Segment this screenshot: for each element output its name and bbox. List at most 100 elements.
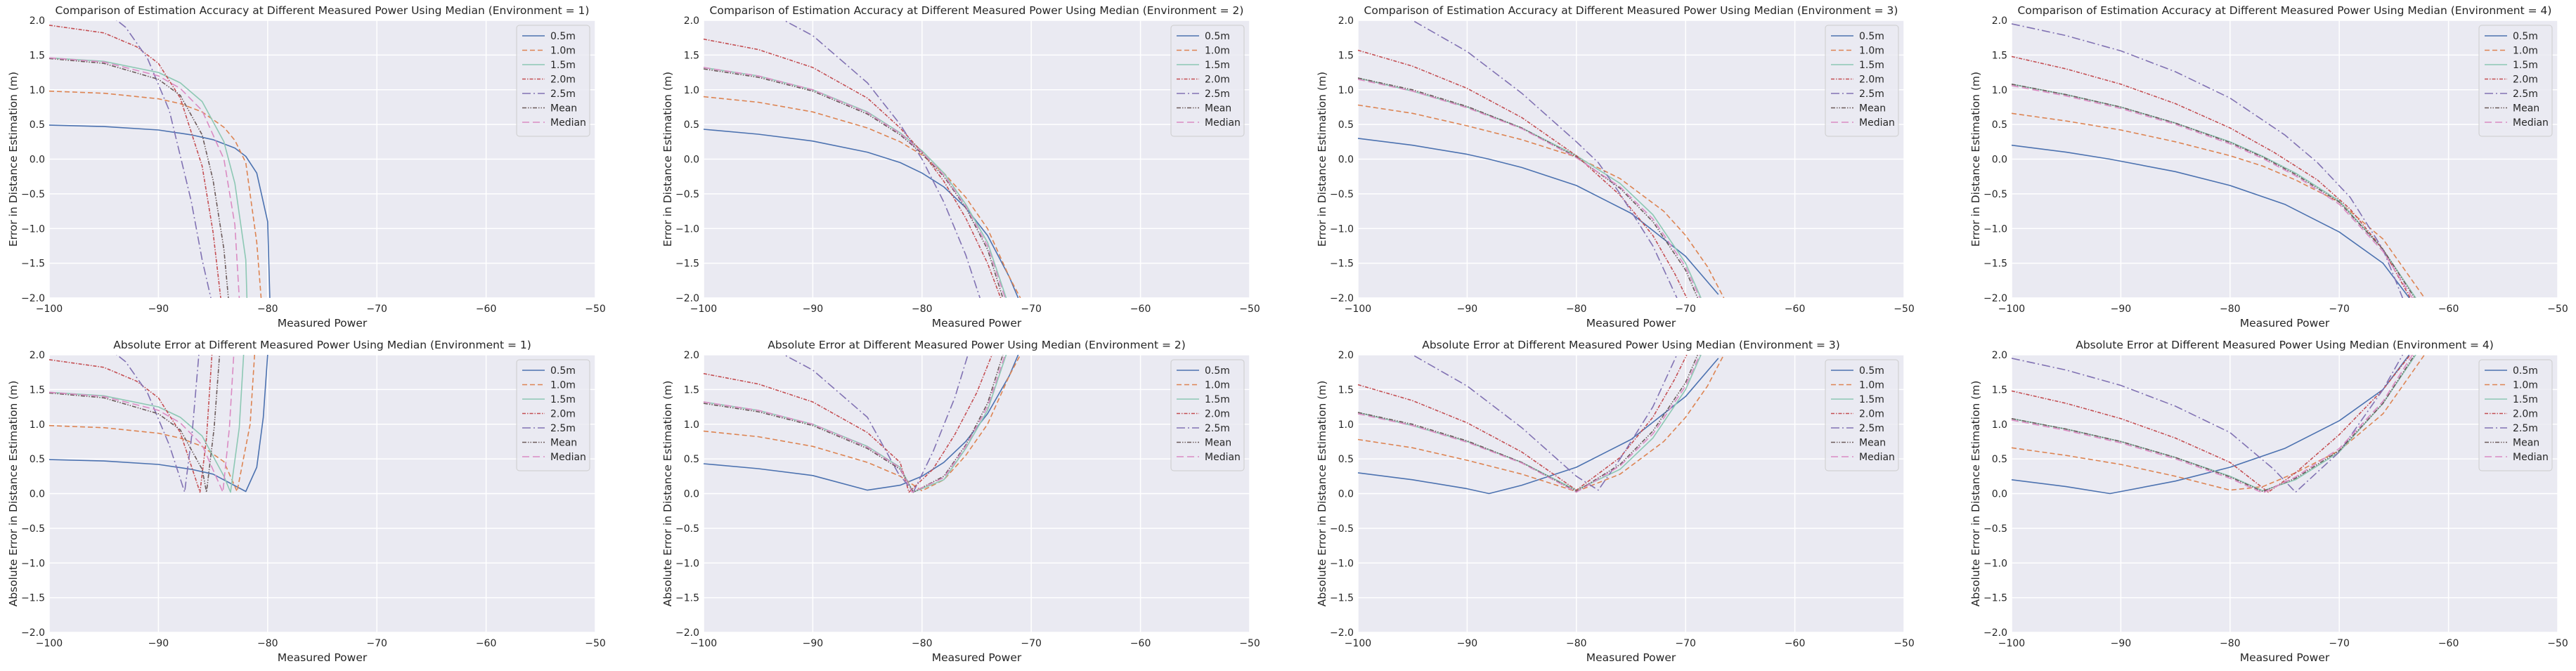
chart-panel-3: −100 −90 −80 −70 −60 −50 −2.0 −1.5 −1.0 −0.5 0.0 0.… <box>1316 4 1915 330</box>
series-line-2-5m <box>2012 23 2404 298</box>
legend-box <box>1825 359 1899 471</box>
series-line-2-0m <box>49 25 221 298</box>
x-tick-label: −90 <box>803 638 824 649</box>
legend-entry: 2.5m <box>2513 423 2538 434</box>
series-group <box>1358 355 1725 495</box>
legend-entry: 1.0m <box>1859 380 1884 391</box>
x-tick-label: −90 <box>1457 304 1478 315</box>
y-tick-label: −1.5 <box>675 593 699 604</box>
x-tick-label: −100 <box>690 304 717 315</box>
legend-entry: 2.5m <box>1205 423 1230 434</box>
legend-entry: 0.5m <box>1205 365 1230 377</box>
y-tick-label: −0.5 <box>675 189 699 200</box>
x-tick-label: −90 <box>803 304 824 315</box>
series-line-0-5m <box>49 355 268 493</box>
x-tick-label: −70 <box>1021 304 1042 315</box>
x-tick-label: −70 <box>1021 638 1042 649</box>
y-axis-label: Absolute Error in Distance Estimation (m… <box>7 381 20 607</box>
series-line-2-0m <box>704 38 1002 298</box>
x-tick-label: −80 <box>1566 638 1587 649</box>
legend-box <box>516 25 590 137</box>
y-tick-label: 2.0 <box>684 15 699 27</box>
series-line-median <box>49 355 235 493</box>
x-tick-label: −60 <box>1130 638 1151 649</box>
series-line-1-0m <box>1358 355 1725 493</box>
x-tick-label: −100 <box>1998 304 2025 315</box>
x-tick-label: −90 <box>148 638 169 649</box>
x-tick-label: −50 <box>1894 304 1915 315</box>
legend-entry: 2.0m <box>1205 409 1230 420</box>
legend-entry: 2.0m <box>1205 74 1230 86</box>
y-tick-label: 0.0 <box>1338 155 1354 166</box>
x-tick-label: −100 <box>36 304 63 315</box>
legend-entry: Mean <box>2513 438 2539 449</box>
series-line-median <box>2012 355 2413 494</box>
chart-panel-7: −100 −90 −80 −70 −60 −50 −2.0 −1.5 −1.0 −0.5 0.0 0.… <box>1316 339 1915 664</box>
legend-entry: 2.0m <box>1859 74 1884 86</box>
legend-entry: 1.5m <box>2513 394 2538 405</box>
x-tick-label: −90 <box>2111 638 2132 649</box>
legend-entry: Mean <box>1859 103 1886 115</box>
legend-entry: Mean <box>1859 438 1886 449</box>
x-tick-label: −100 <box>1345 638 1371 649</box>
y-tick-label: 0.0 <box>30 155 45 166</box>
y-tick-label: −1.5 <box>1330 593 1354 604</box>
legend-entry: 2.0m <box>1859 409 1884 420</box>
legend-entry: 1.5m <box>1205 60 1230 71</box>
series-group <box>49 355 268 493</box>
series-line-1-0m <box>49 90 262 298</box>
y-axis-label: Error in Distance Estimation (m) <box>1969 72 1982 247</box>
chart-title: Comparison of Estimation Accuracy at Dif… <box>56 4 590 17</box>
legend-box <box>516 359 590 471</box>
legend-entry: 0.5m <box>1859 365 1884 377</box>
y-tick-label: 0.5 <box>1338 119 1354 131</box>
series-line-median <box>2012 85 2413 298</box>
series-line-2-5m <box>116 20 212 298</box>
x-tick-label: −80 <box>2220 304 2241 315</box>
x-axis-label: Measured Power <box>2240 317 2330 330</box>
chart-title: Absolute Error at Different Measured Pow… <box>1422 339 1840 351</box>
x-tick-label: −50 <box>1239 638 1260 649</box>
chart-title: Absolute Error at Different Measured Pow… <box>2076 339 2494 351</box>
series-line-2-0m <box>2012 56 2411 298</box>
y-tick-label: 0.5 <box>684 119 699 131</box>
x-tick-label: −100 <box>36 638 63 649</box>
series-line-mean <box>49 58 229 298</box>
y-axis-label: Error in Distance Estimation (m) <box>7 72 20 247</box>
y-tick-label: 2.0 <box>1338 15 1354 27</box>
legend-entry: Median <box>550 452 586 463</box>
series-line-0-5m <box>704 355 1019 491</box>
y-tick-label: −1.5 <box>21 593 45 604</box>
y-tick-label: 2.0 <box>1338 350 1354 361</box>
legend-entry: 1.5m <box>550 60 576 71</box>
y-tick-label: 1.0 <box>30 419 45 431</box>
legend: 0.5m 1.0m 1.5m 2.0m 2.5m Mean Median <box>516 359 590 471</box>
y-tick-label: −2.0 <box>21 293 45 304</box>
x-tick-label: −60 <box>476 638 497 649</box>
series-line-2-5m <box>116 355 200 493</box>
x-axis-label: Measured Power <box>1586 651 1676 664</box>
series-line-mean <box>2012 84 2416 298</box>
legend-entry: 2.0m <box>550 74 576 86</box>
y-tick-label: −2.0 <box>21 627 45 639</box>
legend-entry: Median <box>2513 117 2549 129</box>
y-axis-label: Error in Distance Estimation (m) <box>1316 72 1328 247</box>
y-axis-label: Absolute Error in Distance Estimation (m… <box>1969 381 1982 607</box>
y-tick-label: 0.5 <box>1338 454 1354 465</box>
y-tick-label: −1.5 <box>21 259 45 270</box>
legend-entry: 0.5m <box>2513 365 2538 377</box>
y-tick-label: 1.5 <box>1338 384 1354 396</box>
y-axis-label: Absolute Error in Distance Estimation (m… <box>661 381 674 607</box>
series-line-mean <box>49 355 221 493</box>
series-group <box>1358 20 1725 298</box>
y-tick-label: 1.5 <box>1992 384 2007 396</box>
x-tick-label: −60 <box>2438 304 2459 315</box>
y-tick-label: −1.0 <box>21 223 45 235</box>
legend-entry: Mean <box>1205 103 1231 115</box>
legend-entry: 2.0m <box>2513 409 2538 420</box>
y-tick-label: −1.0 <box>1330 558 1354 569</box>
y-tick-label: 0.5 <box>1992 454 2007 465</box>
y-tick-label: −2.0 <box>1983 293 2007 304</box>
x-axis-label: Measured Power <box>932 317 1022 330</box>
y-tick-label: 1.5 <box>684 50 699 61</box>
